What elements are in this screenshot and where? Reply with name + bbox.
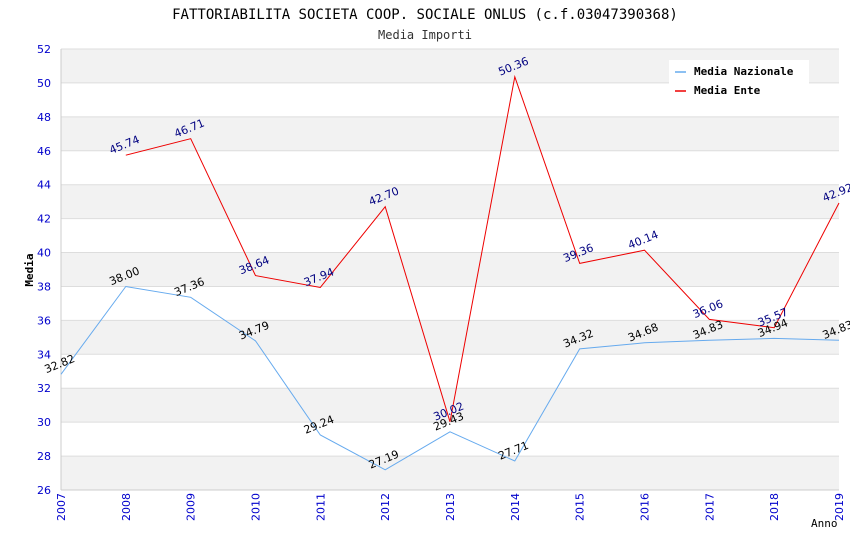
x-tick-label: 2016 bbox=[639, 493, 652, 521]
y-tick-label: 34 bbox=[37, 348, 51, 361]
x-axis-label: Anno bbox=[811, 517, 838, 530]
band-42 bbox=[61, 184, 839, 219]
legend: Media Nazionale Media Ente bbox=[669, 60, 809, 102]
legend-label-media-nazionale: Media Nazionale bbox=[694, 65, 794, 78]
y-tick-label: 50 bbox=[37, 77, 51, 90]
x-axis-ticks: 2007 2008 2009 2010 2011 2012 2013 2014 2015 2016… bbox=[55, 493, 846, 521]
y-tick-label: 46 bbox=[37, 145, 51, 158]
legend-box bbox=[669, 60, 809, 102]
x-tick-label: 2018 bbox=[768, 493, 781, 521]
series-line-media-nazionale bbox=[60, 285, 840, 471]
x-tick-label: 2013 bbox=[444, 493, 457, 521]
y-tick-label: 40 bbox=[37, 247, 51, 260]
band-26 bbox=[61, 456, 839, 490]
x-tick-label: 2017 bbox=[703, 493, 716, 521]
chart-subtitle: Media Importi bbox=[378, 28, 472, 42]
chart-title: FATTORIABILITA SOCIETA COOP. SOCIALE ONL… bbox=[172, 7, 678, 23]
y-tick-label: 26 bbox=[37, 484, 51, 497]
y-tick-label: 36 bbox=[37, 314, 51, 327]
y-axis-ticks: 26 28 30 32 34 36 38 40 42 44 46 48 50 52 bbox=[37, 43, 51, 497]
x-tick-label: 2014 bbox=[509, 493, 522, 521]
x-tick-label: 2008 bbox=[120, 493, 133, 521]
y-tick-label: 28 bbox=[37, 450, 51, 463]
plot-background-bands bbox=[61, 49, 839, 490]
x-tick-label: 2015 bbox=[574, 493, 587, 521]
band-30 bbox=[61, 388, 839, 423]
band-46 bbox=[61, 116, 839, 151]
y-tick-label: 30 bbox=[37, 416, 51, 429]
band-38 bbox=[61, 252, 839, 287]
y-tick-label: 42 bbox=[37, 213, 51, 226]
x-tick-label: 2010 bbox=[250, 493, 263, 521]
x-tick-label: 2019 bbox=[833, 493, 846, 521]
x-tick-label: 2012 bbox=[379, 493, 392, 521]
y-tick-label: 52 bbox=[37, 43, 51, 56]
y-tick-label: 32 bbox=[37, 382, 51, 395]
x-tick-label: 2007 bbox=[55, 493, 68, 521]
x-tick-label: 2011 bbox=[314, 493, 327, 521]
series-line-media-ente bbox=[125, 74, 840, 422]
y-axis-label: Media bbox=[23, 253, 36, 286]
series-lines bbox=[60, 74, 840, 471]
band-34 bbox=[61, 320, 839, 355]
x-tick-label: 2009 bbox=[185, 493, 198, 521]
y-tick-label: 38 bbox=[37, 280, 51, 293]
y-tick-label: 44 bbox=[37, 179, 51, 192]
legend-label-media-ente: Media Ente bbox=[694, 84, 761, 97]
axes bbox=[60, 49, 839, 491]
data-label-ente: 40.14 bbox=[626, 228, 660, 252]
y-tick-label: 48 bbox=[37, 111, 51, 124]
